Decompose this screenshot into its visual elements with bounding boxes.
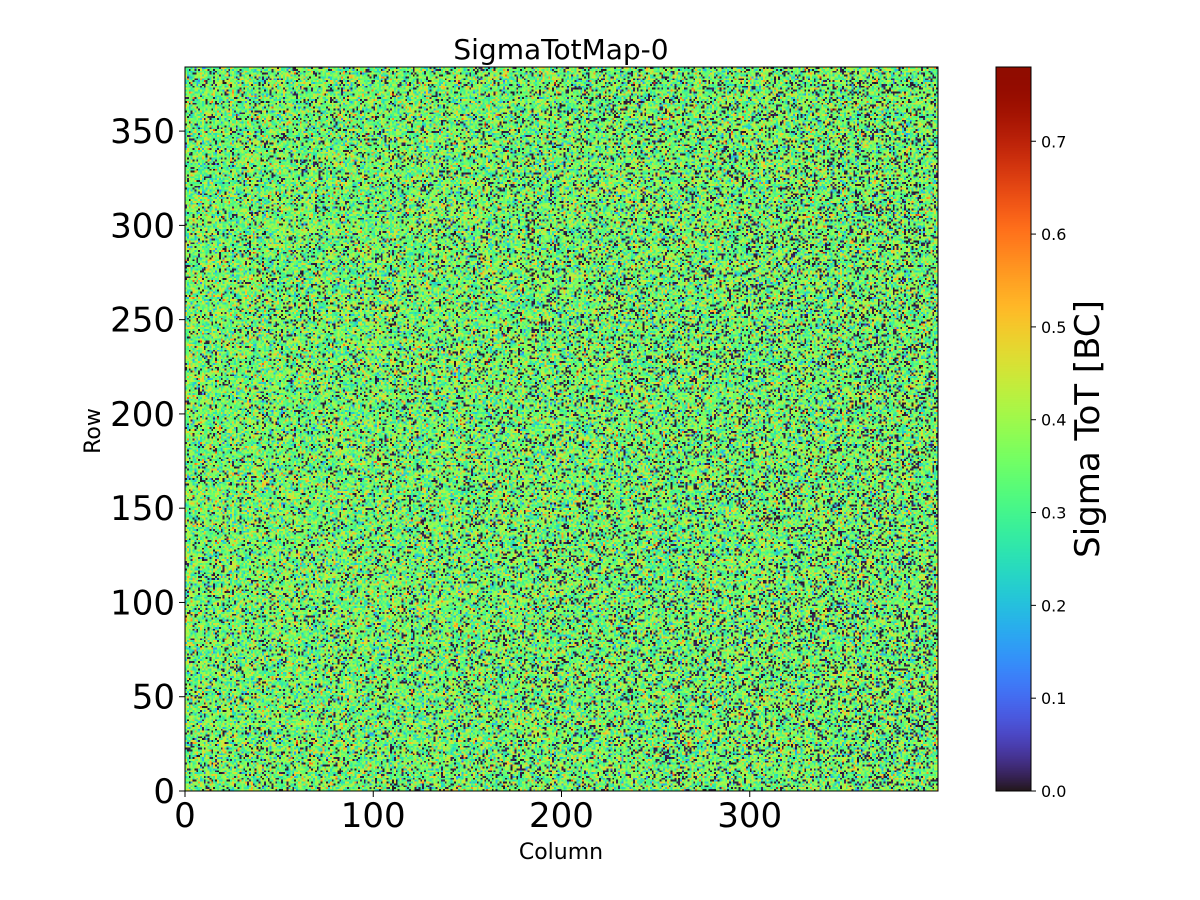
x-tick-label: 0 <box>174 796 196 836</box>
colorbar-tick-label: 0.0 <box>1041 782 1066 801</box>
plot-frame <box>184 66 939 792</box>
y-tick-label: 350 <box>110 112 175 152</box>
colorbar-tick-label: 0.1 <box>1041 689 1066 708</box>
y-axis-label: Row <box>81 408 106 454</box>
y-tick-label: 200 <box>110 395 175 435</box>
colorbar-frame <box>995 66 1032 792</box>
y-axis: 0 50 100 150 200 250 300 350 <box>110 112 185 812</box>
y-tick-label: 150 <box>110 489 175 529</box>
colorbar-tick-label: 0.7 <box>1041 132 1066 151</box>
colorbar-label: Sigma ToT [BC] <box>1068 300 1108 558</box>
y-tick-label: 0 <box>153 772 175 812</box>
colorbar-axis: 0.0 0.1 0.2 0.3 0.4 0.5 0.6 0.7 <box>1031 132 1066 801</box>
colorbar-tick-label: 0.5 <box>1041 318 1066 337</box>
heatmap-image <box>185 67 938 791</box>
y-tick-label: 250 <box>110 301 175 341</box>
x-tick-label: 200 <box>529 796 594 836</box>
x-tick-label: 300 <box>717 796 782 836</box>
x-axis-label: Column <box>519 840 603 865</box>
x-tick-label: 100 <box>341 796 406 836</box>
colorbar-gradient <box>996 67 1031 791</box>
y-tick-label: 100 <box>110 583 175 623</box>
colorbar-tick-label: 0.6 <box>1041 225 1066 244</box>
y-tick-label: 300 <box>110 206 175 246</box>
chart-title: SigmaTotMap-0 <box>453 33 668 66</box>
colorbar-tick-label: 0.3 <box>1041 504 1066 523</box>
x-axis: 0 100 200 300 <box>174 791 782 836</box>
y-tick-label: 50 <box>132 678 175 718</box>
colorbar-tick-label: 0.4 <box>1041 411 1066 430</box>
colorbar-tick-label: 0.2 <box>1041 596 1066 615</box>
